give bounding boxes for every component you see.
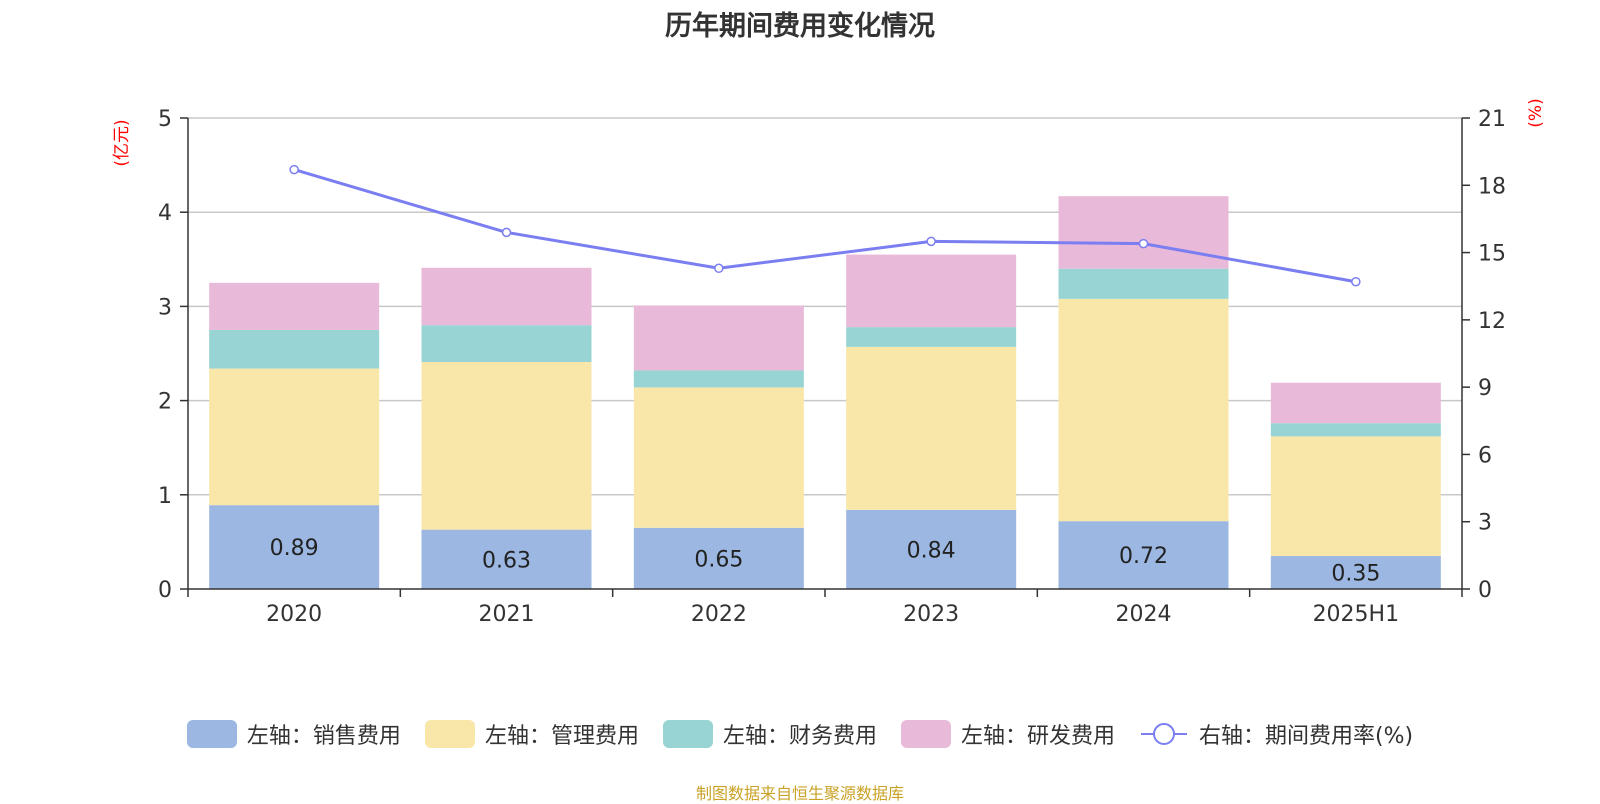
- legend-label-expense-rate: 右轴：期间费用率(%): [1198, 724, 1414, 749]
- bar-segment: [846, 327, 1017, 347]
- line-marker-icon: [1140, 723, 1187, 745]
- line-point: [1351, 276, 1361, 287]
- bar-segment: [209, 368, 380, 506]
- y-right-tick-label: 18: [1478, 174, 1506, 199]
- bar-segment: [421, 325, 592, 362]
- chart-legend: 左轴：销售费用 左轴：管理费用 左轴：财务费用 左轴：研发费用 右轴：期间费用率…: [0, 718, 1600, 750]
- y-right-tick-label: 0: [1478, 578, 1492, 603]
- bar-segment: [209, 505, 380, 589]
- legend-swatch-rnd: [900, 720, 951, 748]
- bar-segment: [1270, 382, 1441, 424]
- bar-segment: [421, 529, 592, 589]
- y-right-tick-label: 6: [1478, 443, 1492, 468]
- x-tick-label: 2020: [266, 602, 322, 627]
- bar-segment: [209, 329, 380, 369]
- legend-item-admin[interactable]: 左轴：管理费用: [424, 718, 639, 750]
- y-left-tick-label: 1: [158, 484, 172, 509]
- legend-item-finance[interactable]: 左轴：财务费用: [662, 718, 877, 750]
- bar-segment: [1058, 298, 1229, 522]
- bar-segment: [633, 305, 804, 371]
- line-point: [289, 164, 299, 175]
- legend-swatch-admin: [424, 720, 475, 748]
- x-tick-label: 2022: [691, 602, 747, 627]
- bar-segment: [1058, 268, 1229, 299]
- legend-label-finance: 左轴：财务费用: [722, 724, 877, 749]
- y-right-unit-label: (%): [1526, 98, 1546, 127]
- x-tick-label: 2023: [903, 602, 959, 627]
- bar-segment: [1058, 521, 1229, 589]
- y-left-tick-label: 5: [158, 107, 172, 132]
- bar-segment: [1270, 436, 1441, 557]
- legend-label-sales: 左轴：销售费用: [246, 724, 401, 749]
- y-left-tick-label: 2: [158, 390, 172, 415]
- legend-item-rnd[interactable]: 左轴：研发费用: [900, 718, 1115, 750]
- y-left-tick-label: 0: [158, 578, 172, 603]
- line-series-path: [293, 168, 1357, 284]
- bar-data-label: 0.89: [270, 536, 319, 561]
- bar-segment: [1058, 196, 1229, 269]
- y-left-unit-label: (亿元): [112, 119, 132, 166]
- bar-segment: [1270, 423, 1441, 437]
- x-tick-label: 2021: [479, 602, 535, 627]
- bar-segment: [209, 282, 380, 330]
- legend-item-sales[interactable]: 左轴：销售费用: [186, 718, 401, 750]
- line-point: [714, 263, 724, 274]
- bar-segment: [421, 361, 592, 530]
- x-tick-label: 2025H1: [1313, 602, 1400, 627]
- legend-swatch-sales: [186, 720, 237, 748]
- legend-label-rnd: 左轴：研发费用: [960, 724, 1115, 749]
- bar-data-label: 0.63: [482, 548, 531, 573]
- bar-segment: [633, 370, 804, 388]
- line-point: [926, 236, 936, 247]
- bar-segment: [1270, 556, 1441, 589]
- bar-segment: [846, 254, 1017, 328]
- chart-title: 历年期间费用变化情况: [665, 11, 935, 42]
- y-right-tick-label: 3: [1478, 511, 1492, 536]
- x-tick-label: 2024: [1116, 602, 1172, 627]
- bar-data-label: 0.35: [1331, 562, 1380, 587]
- line-point: [501, 227, 512, 238]
- y-right-tick-label: 15: [1478, 242, 1506, 267]
- y-right-tick-label: 9: [1478, 376, 1492, 401]
- line-point: [1138, 238, 1149, 249]
- legend-item-expense-rate[interactable]: 右轴：期间费用率(%): [1139, 718, 1413, 750]
- bar-segment: [846, 346, 1017, 510]
- y-right-tick-label: 12: [1478, 309, 1506, 334]
- y-left-tick-label: 3: [158, 295, 172, 320]
- y-left-tick-label: 4: [158, 201, 172, 226]
- legend-label-admin: 左轴：管理费用: [484, 724, 639, 749]
- bar-segment: [633, 387, 804, 528]
- source-note: 制图数据来自恒生聚源数据库: [695, 784, 904, 803]
- bar-data-label: 0.72: [1119, 544, 1168, 569]
- y-right-tick-label: 21: [1478, 107, 1506, 132]
- bar-data-label: 0.84: [907, 538, 956, 563]
- bar-data-label: 0.65: [694, 547, 743, 572]
- legend-swatch-finance: [662, 720, 713, 748]
- bar-segment: [633, 527, 804, 589]
- bar-segment: [846, 509, 1017, 589]
- bar-segment: [421, 267, 592, 326]
